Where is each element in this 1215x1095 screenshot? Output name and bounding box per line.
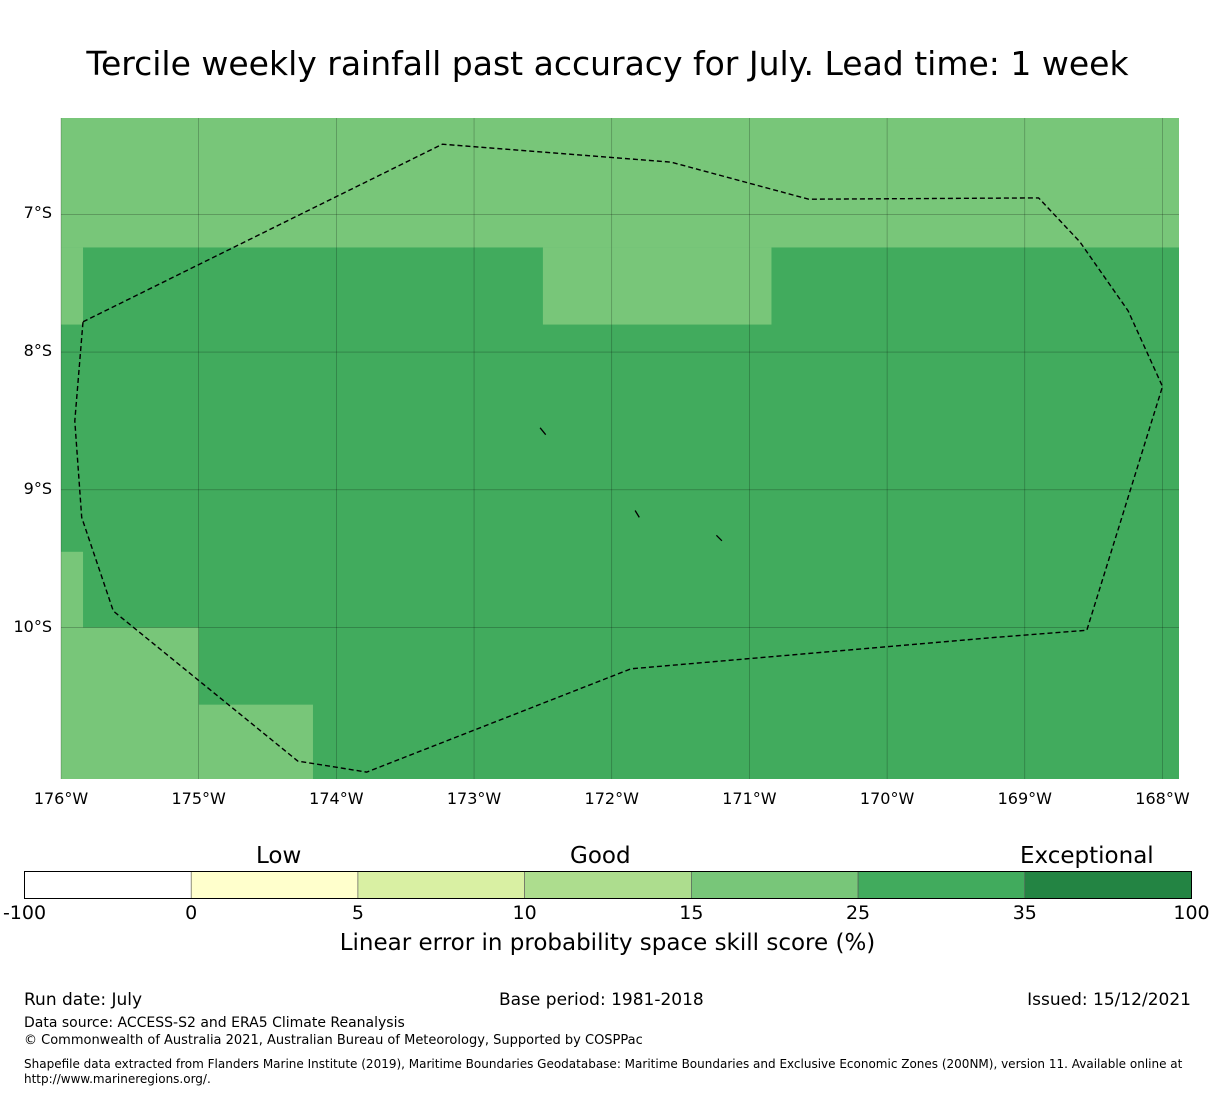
colorbar-label: Linear error in probability space skill …	[339, 930, 876, 956]
score-cell	[887, 118, 1179, 169]
colorbar-frame	[24, 871, 1192, 899]
colorbar-tick-label: 35	[1012, 902, 1037, 924]
longitude-label: 175°W	[171, 789, 226, 808]
colorbar-tick-label: 15	[679, 902, 704, 924]
colorbar-bin	[1024, 871, 1192, 899]
colorbar-bin	[524, 871, 692, 899]
colorbar-tick-label: 10	[512, 902, 537, 924]
score-cell	[61, 247, 84, 325]
colorbar-bin	[190, 871, 359, 899]
colorbar-tick-label: -100	[2, 902, 47, 924]
shapefile-url: http://www.marineregions.org/.	[24, 1072, 211, 1086]
map-title: Tercile weekly rainfall past accuracy fo…	[86, 44, 1129, 83]
issued-date: Issued: 15/12/2021	[1027, 990, 1191, 1010]
category-low: Low	[256, 843, 302, 869]
data-source: Data source: ACCESS-S2 and ERA5 Climate …	[24, 1015, 405, 1031]
colorbar-tick-label: 25	[845, 902, 871, 924]
longitude-label: 172°W	[584, 789, 639, 808]
score-cell	[542, 247, 772, 325]
longitude-label: 170°W	[859, 789, 915, 808]
colorbar-bins	[24, 871, 1192, 899]
latitude-label: 9°S	[23, 478, 52, 498]
island-outline	[539, 427, 547, 436]
category-good: Good	[570, 843, 631, 869]
base-period: Base period: 1981-2018	[499, 990, 704, 1010]
score-cells	[61, 118, 1179, 779]
colorbar-bin	[691, 871, 859, 899]
copyright: © Commonwealth of Australia 2021, Austra…	[24, 1033, 643, 1048]
longitude-label: 168°W	[1135, 789, 1190, 808]
colorbar-bin	[357, 871, 525, 899]
shapefile-credit: Shapefile data extracted from Flanders M…	[24, 1057, 1183, 1071]
colorbar-tick-label: 5	[351, 902, 364, 924]
category-exceptional: Exceptional	[1020, 843, 1154, 869]
score-cell	[61, 627, 199, 779]
graticule	[60, 118, 1179, 779]
longitude-label: 174°W	[309, 789, 364, 808]
longitude-label: 169°W	[997, 789, 1052, 808]
score-cell	[61, 551, 84, 628]
islands	[539, 427, 723, 542]
score-cell	[198, 704, 313, 779]
latitude-label: 10°S	[13, 616, 52, 636]
colorbar-tick-label: 100	[1173, 902, 1210, 924]
longitude-label: 176°W	[33, 789, 89, 808]
colorbar-tick-label: 0	[185, 902, 198, 924]
longitude-label: 173°W	[446, 789, 502, 808]
run-date: Run date: July	[24, 990, 143, 1010]
latitude-label: 8°S	[23, 341, 52, 361]
island-outline	[715, 534, 723, 542]
latitude-label: 7°S	[23, 203, 52, 223]
longitude-label: 171°W	[722, 789, 777, 808]
colorbar-bin	[857, 871, 1026, 899]
island-outline	[634, 510, 640, 518]
colorbar-bin	[24, 871, 192, 899]
